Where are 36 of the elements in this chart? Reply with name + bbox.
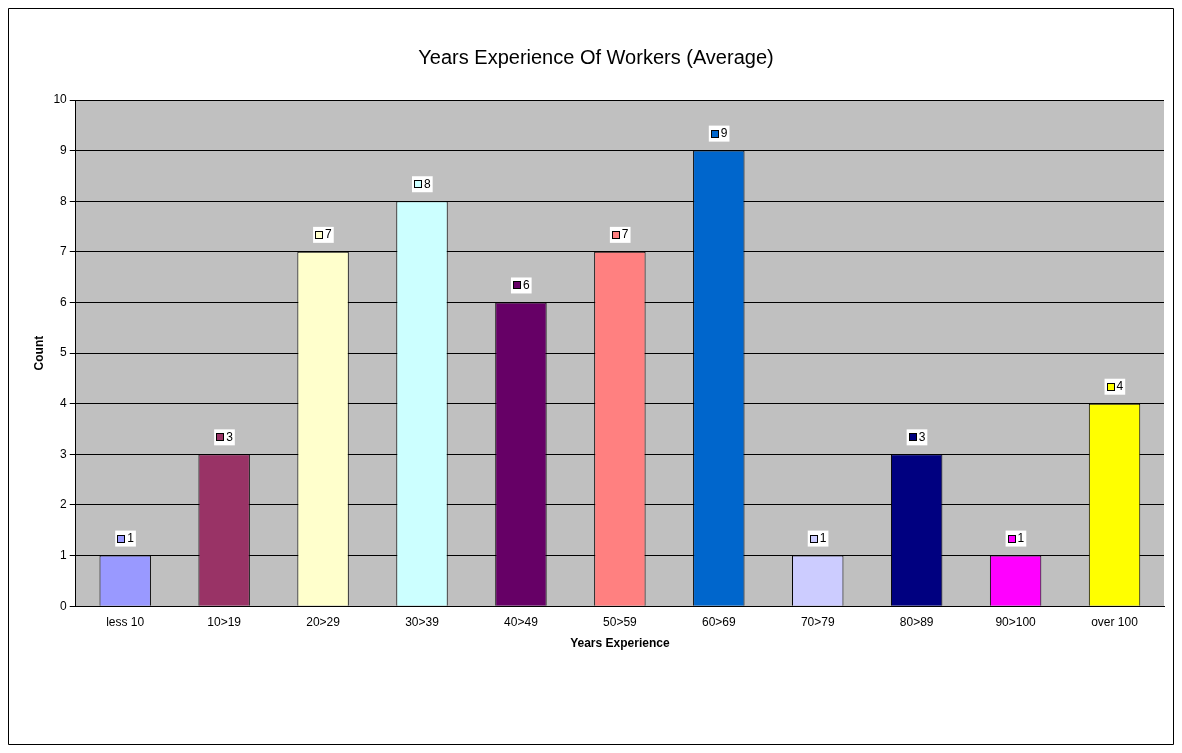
y-tick-label: 9 xyxy=(60,142,68,157)
x-tick-label: 80>89 xyxy=(899,614,934,629)
x-tick-label: less 10 xyxy=(106,614,145,629)
data-label: 1 xyxy=(819,530,827,545)
y-tick-label: 0 xyxy=(60,598,68,613)
y-tick-label: 8 xyxy=(60,193,68,208)
y-tick-label: 1 xyxy=(60,547,68,562)
chart-title: Years Experience Of Workers (Average) xyxy=(418,45,774,68)
data-label: 1 xyxy=(1017,530,1025,545)
data-label: 6 xyxy=(522,277,530,292)
x-tick-label: over 100 xyxy=(1091,614,1139,629)
y-tick-label: 2 xyxy=(60,497,68,512)
y-tick-label: 4 xyxy=(60,396,68,411)
data-label: 4 xyxy=(1116,379,1124,394)
data-label: 9 xyxy=(720,125,728,140)
data-label: 3 xyxy=(226,429,234,444)
data-label: 3 xyxy=(918,429,926,444)
data-label: 7 xyxy=(325,227,333,242)
y-tick-label: 7 xyxy=(60,244,68,259)
y-tick-label: 10 xyxy=(53,92,68,107)
x-tick-label: 50>59 xyxy=(603,614,638,629)
y-tick-label: 3 xyxy=(60,446,68,461)
x-tick-label: 60>69 xyxy=(701,614,736,629)
y-tick-label: 5 xyxy=(60,345,68,360)
x-tick-label: 70>79 xyxy=(800,614,835,629)
y-tick-label: 6 xyxy=(60,294,68,309)
x-tick-label: 10>19 xyxy=(207,614,242,629)
y-axis-title: Count xyxy=(31,335,46,371)
x-tick-label: 40>49 xyxy=(504,614,539,629)
data-label: 7 xyxy=(621,227,629,242)
x-tick-label: 90>100 xyxy=(995,614,1037,629)
x-tick-label: 20>29 xyxy=(306,614,341,629)
x-axis-title: Years Experience xyxy=(570,636,670,651)
x-tick-label: 30>39 xyxy=(405,614,440,629)
data-label: 1 xyxy=(127,530,135,545)
data-label: 8 xyxy=(424,176,432,191)
